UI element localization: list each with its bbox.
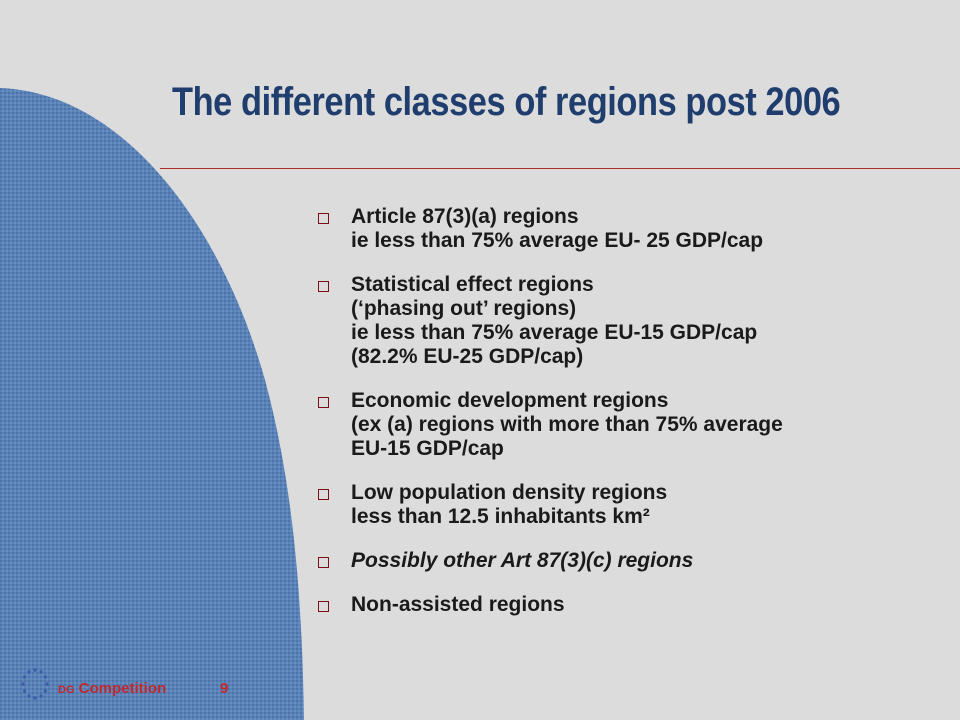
bullet-item: Article 87(3)(a) regions ie less than 75%… [318, 205, 938, 253]
bullet-list: Article 87(3)(a) regions ie less than 75%… [318, 205, 938, 637]
bullet-line: (‘phasing out’ regions) [351, 297, 577, 320]
star-dot [33, 668, 37, 672]
star-dot [33, 696, 37, 700]
star-dot [27, 670, 31, 674]
bullet-line: ie less than 75% average EU- 25 GDP/cap [351, 229, 764, 252]
star-dot [39, 694, 43, 698]
bullet-line: Statistical effect regions [351, 273, 594, 296]
title-divider [160, 168, 960, 169]
star-dot [27, 694, 31, 698]
footer-dg: DG [58, 684, 75, 696]
bullet-item: Possibly other Art 87(3)(c) regions [318, 549, 938, 573]
square-bullet-icon [318, 489, 329, 500]
bullet-text: Economic development regions (ex (a) regi… [351, 389, 783, 461]
bullet-line: ie less than 75% average EU-15 GDP/cap [351, 321, 758, 344]
footer: DG Competition 9 [18, 664, 258, 708]
bullet-item: Low population density regions less than … [318, 481, 938, 529]
footer-department-name: Competition [78, 680, 167, 697]
bullet-item: Economic development regions (ex (a) regi… [318, 389, 938, 461]
bullet-line: Low population density regions [351, 481, 668, 504]
star-dot [39, 670, 43, 674]
star-dot [45, 682, 49, 686]
decorative-blue-shape [0, 88, 304, 720]
star-dot [43, 675, 47, 679]
bullet-item: Non-assisted regions [318, 593, 938, 617]
square-bullet-icon [318, 281, 329, 292]
star-dot [23, 675, 27, 679]
bullet-item: Statistical effect regions (‘phasing out’… [318, 273, 938, 369]
square-bullet-icon [318, 601, 329, 612]
bullet-text: Non-assisted regions [351, 593, 565, 617]
star-dot [43, 689, 47, 693]
square-bullet-icon [318, 397, 329, 408]
bullet-line: Possibly other Art 87(3)(c) regions [351, 549, 694, 572]
bullet-line: Non-assisted regions [351, 593, 565, 616]
square-bullet-icon [318, 213, 329, 224]
bullet-line: Article 87(3)(a) regions [351, 205, 579, 228]
slide-title: The different classes of regions post 20… [172, 80, 841, 124]
bullet-line: Economic development regions [351, 389, 669, 412]
page-number: 9 [220, 680, 229, 697]
star-dot [21, 682, 25, 686]
bullet-text: Low population density regions less than … [351, 481, 667, 529]
bullet-text: Possibly other Art 87(3)(c) regions [351, 549, 693, 573]
bullet-line: EU-15 GDP/cap [351, 437, 504, 460]
bullet-text: Statistical effect regions (‘phasing out’… [351, 273, 757, 369]
bullet-line: (ex (a) regions with more than 75% avera… [351, 413, 783, 436]
square-bullet-icon [318, 557, 329, 568]
eu-stars-icon [21, 668, 49, 700]
bullet-text: Article 87(3)(a) regions ie less than 75%… [351, 205, 763, 253]
star-dot [23, 689, 27, 693]
bullet-line: (82.2% EU-25 GDP/cap) [351, 345, 584, 368]
footer-department: DG Competition [58, 680, 166, 697]
bullet-line: less than 12.5 inhabitants km² [351, 505, 650, 528]
